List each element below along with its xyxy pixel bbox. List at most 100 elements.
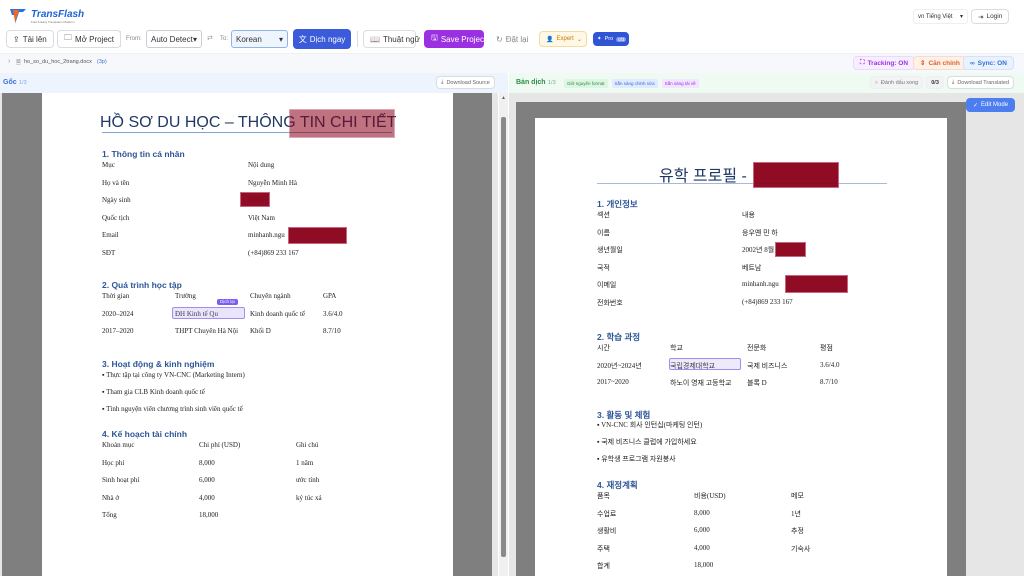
- login-button[interactable]: ⇥ Login: [971, 9, 1010, 24]
- target-section-1: 1. 개인정보: [597, 199, 638, 209]
- retranslate-highlight[interactable]: [172, 307, 245, 319]
- page-gutter-left: [2, 93, 42, 576]
- open-project-button[interactable]: 🗀 Mở Project: [57, 30, 122, 48]
- download-source-button[interactable]: ⤓ Download Source: [436, 76, 495, 89]
- source-language-select[interactable]: Auto Detect ▾: [146, 30, 202, 48]
- save-project-button[interactable]: 🖫 Save Project: [424, 30, 486, 48]
- source-scrollbar[interactable]: ▲: [499, 93, 508, 576]
- glossary-button[interactable]: 📖 Thuật ngữ: [363, 30, 420, 48]
- target-info-cell: 응우옌 민 하: [742, 228, 778, 237]
- target-finance-cell: 생활비: [597, 527, 617, 535]
- redaction-mark: [288, 227, 347, 244]
- source-info-cell: SĐT: [102, 248, 116, 257]
- page-gutter-right: [453, 93, 492, 576]
- download-translated-label: Download Translated: [957, 79, 1009, 86]
- tag-ready-download: Sẵn sàng tải về: [661, 79, 699, 88]
- upload-button[interactable]: ⇪ Tải lên: [6, 30, 54, 48]
- redaction-mark: [289, 109, 395, 138]
- source-page-indicator: 1/3: [19, 80, 27, 86]
- redaction-mark: [753, 162, 839, 188]
- source-finance-cell: 18,000: [199, 511, 219, 519]
- target-finance-cell: 18,000: [694, 561, 714, 569]
- target-info-cell: 섹션: [597, 211, 610, 219]
- breadcrumb-file[interactable]: ho_so_du_hoc_2trang.docx: [24, 59, 92, 65]
- source-activity-text: Tình nguyện viên chương trình sinh viên …: [106, 405, 243, 413]
- sync-label: Sync: ON: [977, 59, 1007, 67]
- target-info-cell: 내용: [742, 211, 755, 219]
- target-finance-cell: 4,000: [694, 543, 710, 552]
- mark-done-button[interactable]: ○ Đánh dấu xong: [869, 76, 924, 89]
- scrollbar-thumb[interactable]: [501, 117, 506, 557]
- source-edu-cell: GPA: [323, 292, 337, 300]
- ui-language-value: vn Tiếng Việt: [918, 13, 953, 20]
- translate-label: Dịch ngay: [309, 34, 346, 44]
- translate-button[interactable]: 文 Dịch ngay: [293, 29, 351, 49]
- login-label: Login: [986, 13, 1003, 20]
- target-edu-cell: 블록 D: [747, 379, 767, 387]
- scroll-up-arrow[interactable]: ▲: [501, 95, 506, 101]
- target-edu-cell: 시간: [597, 344, 610, 352]
- target-header-actions: ○ Đánh dấu xong 0/3 ⤓ Download Translated: [869, 76, 1014, 89]
- upload-label: Tải lên: [22, 34, 47, 44]
- expand-chevron-icon[interactable]: ›: [8, 58, 11, 65]
- glossary-label: Thuật ngữ: [382, 34, 420, 44]
- check-icon: ✓: [973, 102, 979, 109]
- source-activity-text: Thực tập tại công ty VN-CNC (Marketing I…: [106, 371, 245, 379]
- source-edu-cell: ĐH Kinh tế Qu: [175, 309, 218, 318]
- retranslate-button[interactable]: Dịch lại: [217, 299, 238, 305]
- file-icon: 🗎: [16, 60, 21, 66]
- target-info-cell: 국적: [597, 263, 610, 272]
- redaction-mark: [785, 275, 848, 293]
- source-activity-text: Tham gia CLB Kinh doanh quốc tế: [106, 388, 205, 396]
- reset-button[interactable]: ↻ Đặt lại: [490, 30, 535, 48]
- status-tags: Giữ nguyên format Sẵn sàng chỉnh sửa Sẵn s…: [560, 78, 699, 88]
- tracking-toggle[interactable]: ⛶ Tracking: ON: [853, 56, 916, 70]
- chevron-down-icon: ▾: [192, 34, 197, 44]
- save-icon: 🖫: [431, 33, 438, 42]
- source-edu-cell: 2017–2020: [102, 327, 134, 335]
- align-button[interactable]: ⇕ Căn chỉnh: [913, 56, 967, 70]
- source-info-cell: Việt Nam: [248, 213, 275, 222]
- source-edu-cell: Trường: [175, 292, 196, 300]
- target-language-select[interactable]: Korean ▾: [231, 30, 288, 48]
- toolbar-divider: [357, 31, 358, 47]
- translated-page: 유학 프로필 - 1. 개인정보 섹션 내용 이름 응우옌 민 하 생년월일 2002년 …: [535, 118, 947, 576]
- target-edu-cell: 3.6/4.0: [820, 360, 840, 369]
- source-info-cell: Email: [102, 231, 119, 239]
- source-finance-cell: Sinh hoạt phí: [102, 476, 140, 484]
- source-finance-cell: 1 năm: [296, 458, 314, 467]
- source-finance-cell: 6,000: [199, 476, 215, 484]
- target-page-indicator: 1/3: [548, 80, 556, 86]
- source-finance-cell: Chi phí (USD): [199, 441, 241, 449]
- ui-language-select[interactable]: vn Tiếng Việt ▾: [913, 9, 968, 24]
- source-finance-cell: Tổng: [102, 511, 117, 519]
- edit-mode-button[interactable]: ✓ Edit Mode: [966, 98, 1016, 112]
- target-activity-item: ▪ VN-CNC 회사 인턴십(마케팅 인턴): [597, 420, 702, 430]
- source-edu-cell: 3.6/4.0: [323, 309, 343, 318]
- bullet-icon: ▪: [102, 405, 107, 413]
- user-icon: 👤: [546, 36, 554, 43]
- chevron-down-icon: ⌄: [576, 36, 582, 43]
- align-label: Căn chỉnh: [928, 59, 960, 67]
- download-translated-button[interactable]: ⤓ Download Translated: [946, 76, 1014, 89]
- pro-badge[interactable]: ✦ Pro 0/3: [593, 32, 629, 46]
- sync-toggle[interactable]: ∞ Sync: ON: [963, 56, 1014, 70]
- bullet-icon: ▪: [597, 455, 602, 463]
- target-finance-cell: 6,000: [694, 526, 710, 534]
- tag-keep-format: Giữ nguyên format: [564, 79, 608, 88]
- source-info-cell: minhanh.ngu: [248, 231, 285, 239]
- bullet-icon: ▪: [597, 421, 602, 429]
- source-finance-cell: Học phí: [102, 458, 125, 467]
- expert-mode-dropdown[interactable]: 👤 Expert ⌄: [539, 31, 587, 47]
- circle-icon: ○: [874, 79, 878, 86]
- done-count: 0/3: [926, 76, 944, 89]
- target-activity-text: VN-CNC 회사 인턴십(마케팅 인턴): [601, 421, 703, 429]
- source-panel-header: [0, 73, 508, 93]
- translated-highlight[interactable]: [669, 358, 741, 370]
- reset-icon: ↻: [496, 34, 503, 44]
- source-info-cell: Họ và tên: [102, 178, 130, 187]
- pro-label: Pro: [604, 36, 614, 42]
- swap-language-icon[interactable]: ⇄: [207, 35, 213, 42]
- logo[interactable]: TransFlash Fast & Easy Translation Platf…: [8, 6, 84, 26]
- source-language-value: Auto Detect: [151, 34, 193, 44]
